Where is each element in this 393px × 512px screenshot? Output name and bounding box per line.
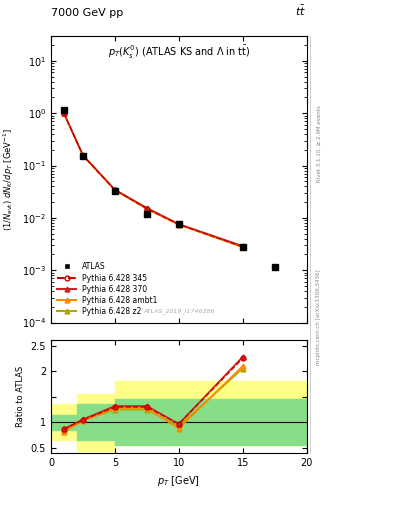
Text: mcplots.cern.ch [arXiv:1306.3436]: mcplots.cern.ch [arXiv:1306.3436] <box>316 270 321 365</box>
Legend: ATLAS, Pythia 6.428 345, Pythia 6.428 370, Pythia 6.428 ambt1, Pythia 6.428 z2: ATLAS, Pythia 6.428 345, Pythia 6.428 37… <box>55 260 160 319</box>
Y-axis label: Ratio to ATLAS: Ratio to ATLAS <box>16 366 25 428</box>
Text: $t\bar{t}$: $t\bar{t}$ <box>296 4 307 18</box>
Text: ATLAS_2019_I1746286: ATLAS_2019_I1746286 <box>143 308 215 314</box>
Text: 7000 GeV pp: 7000 GeV pp <box>51 8 123 18</box>
Text: $p_T(K^0_s)$ (ATLAS KS and $\Lambda$ in t$\bar{\rm t}$): $p_T(K^0_s)$ (ATLAS KS and $\Lambda$ in … <box>108 45 250 61</box>
Text: Rivet 3.1.10, ≥ 2.9M events: Rivet 3.1.10, ≥ 2.9M events <box>316 105 321 182</box>
Y-axis label: $(1/N_\mathrm{evt})\ dN_K/dp_T\ [\mathrm{GeV}^{-1}]$: $(1/N_\mathrm{evt})\ dN_K/dp_T\ [\mathrm… <box>2 127 17 231</box>
X-axis label: $p_T$ [GeV]: $p_T$ [GeV] <box>157 474 200 487</box>
